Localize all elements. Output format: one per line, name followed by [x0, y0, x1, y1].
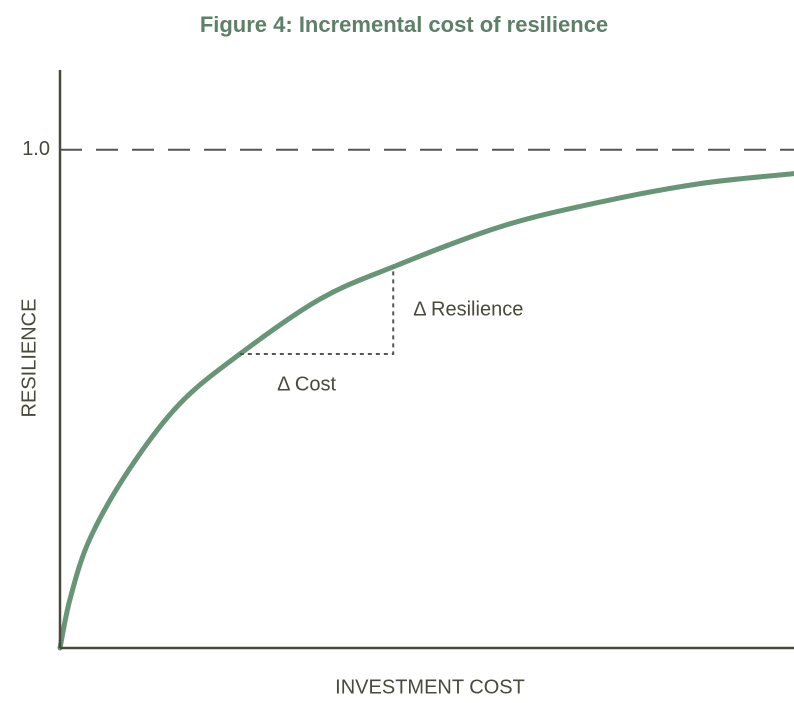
y-tick-label: 1.0	[22, 138, 50, 160]
y-axis-label: RESILIENCE	[18, 299, 40, 418]
delta-guide	[239, 266, 395, 356]
chart-title: Figure 4: Incremental cost of resilience	[200, 12, 608, 37]
x-axis-label: INVESTMENT COST	[335, 676, 525, 698]
annotation: Δ Resilience	[413, 299, 523, 321]
curve	[57, 171, 794, 651]
annotation: Δ Cost	[277, 373, 336, 395]
